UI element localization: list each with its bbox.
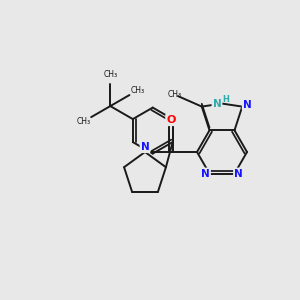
Text: O: O bbox=[166, 115, 176, 125]
Text: CH₃: CH₃ bbox=[76, 117, 90, 126]
Text: N: N bbox=[201, 169, 210, 179]
Text: N: N bbox=[243, 100, 252, 110]
Text: H: H bbox=[223, 95, 230, 104]
Text: CH₃: CH₃ bbox=[103, 70, 117, 80]
Text: CH₃: CH₃ bbox=[167, 90, 182, 99]
Text: CH₃: CH₃ bbox=[130, 86, 144, 95]
Text: N: N bbox=[213, 99, 221, 109]
Text: N: N bbox=[141, 142, 149, 152]
Text: N: N bbox=[234, 169, 243, 179]
